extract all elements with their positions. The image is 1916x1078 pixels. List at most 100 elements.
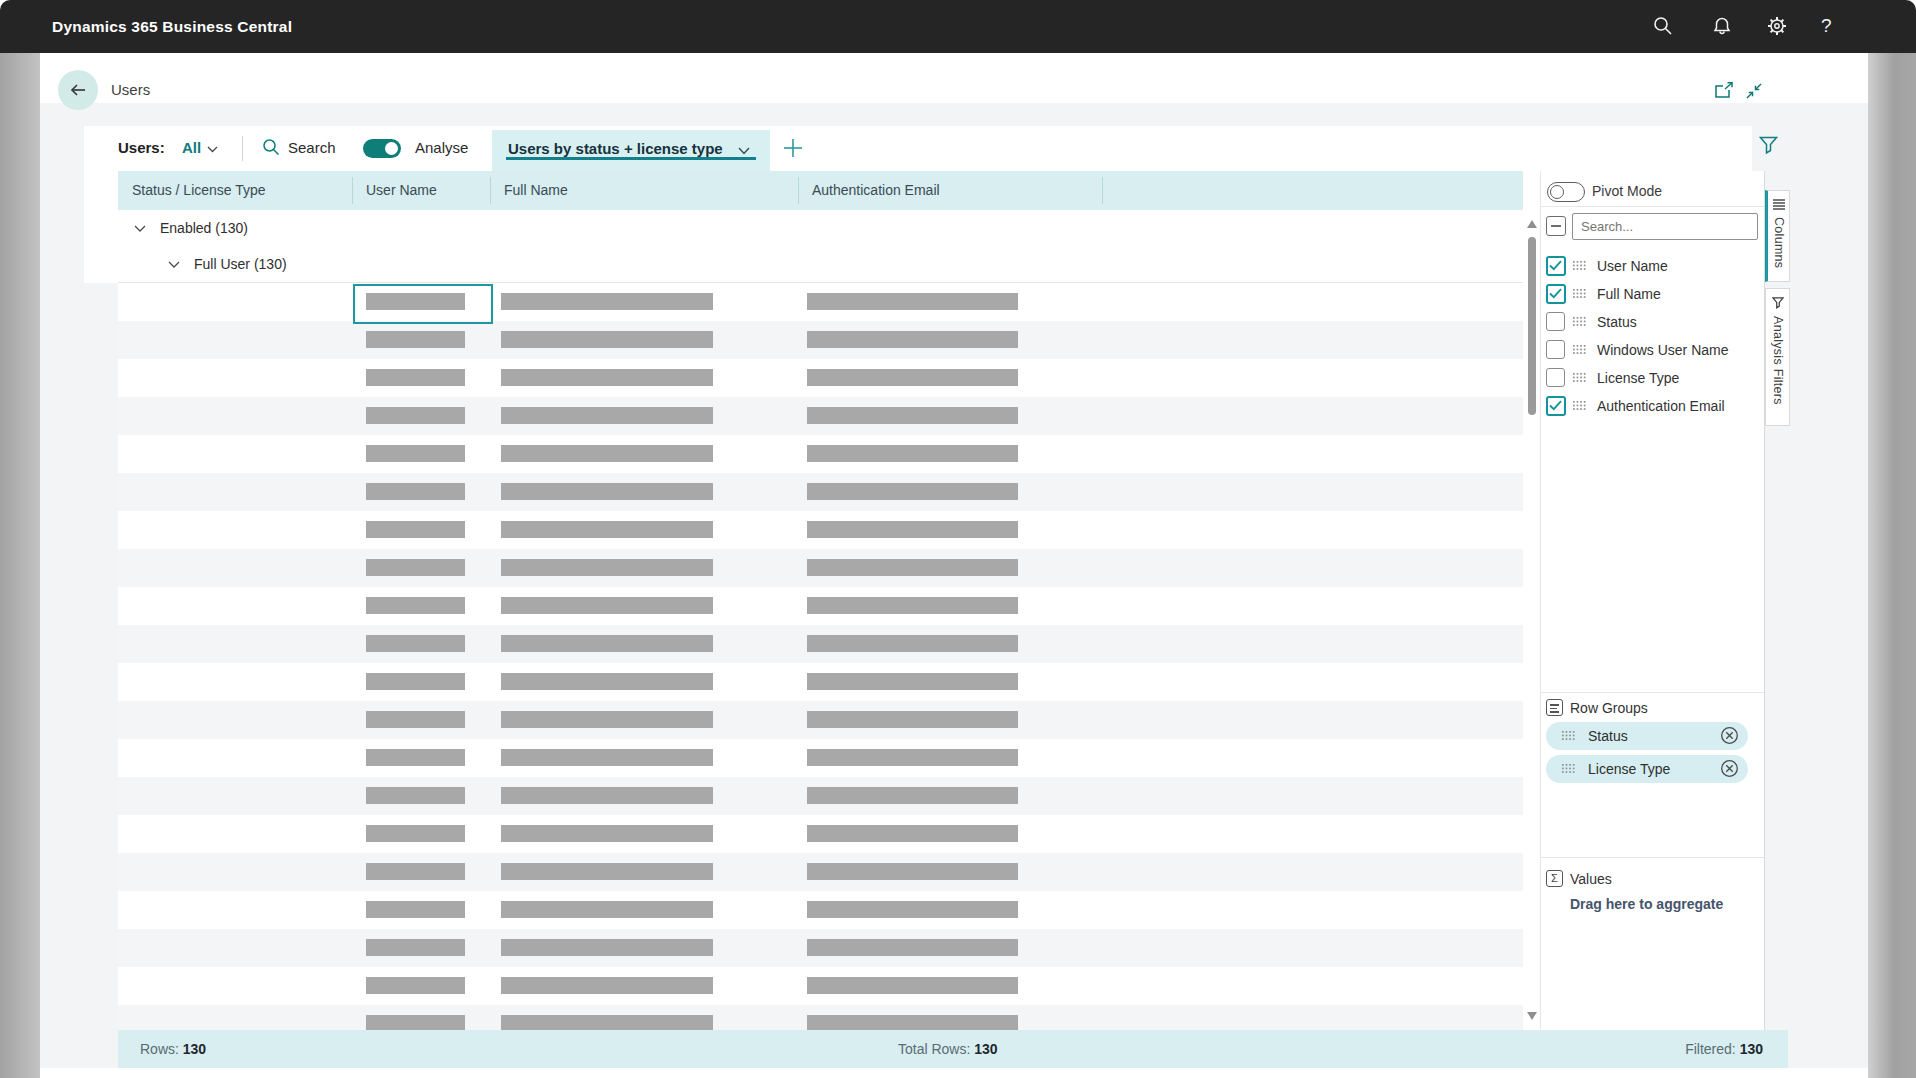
table-row[interactable] bbox=[118, 967, 1523, 1006]
select-all-checkbox[interactable] bbox=[1546, 216, 1566, 236]
field-item-status[interactable]: Status bbox=[1540, 308, 1764, 336]
row-group-pill-license-type[interactable]: License Type bbox=[1546, 755, 1748, 783]
redacted-fullname-bar bbox=[501, 901, 713, 918]
drag-handle-icon[interactable] bbox=[1573, 289, 1587, 299]
open-in-new-window-icon[interactable] bbox=[1714, 82, 1734, 100]
scrollbar-down-arrow[interactable] bbox=[1527, 1012, 1537, 1020]
redacted-fullname-bar bbox=[501, 863, 713, 880]
table-row[interactable] bbox=[118, 397, 1523, 436]
table-row[interactable] bbox=[118, 359, 1523, 398]
field-item-full-name[interactable]: Full Name bbox=[1540, 280, 1764, 308]
redacted-authemail-bar bbox=[807, 635, 1018, 652]
checkbox-status[interactable] bbox=[1546, 312, 1565, 331]
redacted-authemail-bar bbox=[807, 673, 1018, 690]
redacted-authemail-bar bbox=[807, 445, 1018, 462]
row-group-pill-status[interactable]: Status bbox=[1546, 722, 1748, 750]
field-item-license-type[interactable]: License Type bbox=[1540, 364, 1764, 392]
redacted-username-bar bbox=[366, 369, 465, 386]
column-header-username[interactable]: User Name bbox=[366, 182, 437, 198]
table-row[interactable] bbox=[118, 549, 1523, 588]
table-row[interactable] bbox=[118, 511, 1523, 550]
checkbox-license-type[interactable] bbox=[1546, 368, 1565, 387]
table-row[interactable] bbox=[118, 321, 1523, 360]
remove-icon[interactable] bbox=[1720, 726, 1739, 745]
drag-handle-icon[interactable] bbox=[1573, 317, 1587, 327]
status-rows: Rows: 130 bbox=[140, 1041, 206, 1057]
drag-handle-icon[interactable] bbox=[1573, 261, 1587, 271]
table-row[interactable] bbox=[118, 853, 1523, 892]
analysis-tab[interactable]: Users by status + license type bbox=[492, 130, 770, 171]
column-header-group[interactable]: Status / License Type bbox=[132, 182, 266, 198]
table-row[interactable] bbox=[118, 625, 1523, 664]
field-item-windows-user-name[interactable]: Windows User Name bbox=[1540, 336, 1764, 364]
field-label: Windows User Name bbox=[1597, 342, 1728, 358]
checkbox-authentication-email[interactable] bbox=[1546, 396, 1566, 416]
toggle-knob bbox=[385, 142, 398, 155]
redacted-fullname-bar bbox=[501, 331, 713, 348]
column-header-authemail[interactable]: Authentication Email bbox=[812, 182, 940, 198]
table-row[interactable] bbox=[118, 929, 1523, 968]
chevron-down-icon[interactable] bbox=[168, 261, 180, 268]
table-row[interactable] bbox=[118, 663, 1523, 702]
drag-handle-icon[interactable] bbox=[1573, 373, 1587, 383]
status-filtered-value: 130 bbox=[1740, 1041, 1763, 1057]
scope-label: Users: bbox=[118, 139, 165, 156]
checkbox-windows-user-name[interactable] bbox=[1546, 340, 1565, 359]
search-button-label[interactable]: Search bbox=[288, 139, 336, 156]
table-row[interactable] bbox=[118, 815, 1523, 854]
scrollbar-thumb[interactable] bbox=[1528, 237, 1536, 415]
table-row[interactable] bbox=[118, 891, 1523, 930]
panel-divider bbox=[1541, 692, 1764, 693]
side-tab-analysis-filters[interactable]: Analysis Filters bbox=[1765, 288, 1790, 426]
redacted-authemail-bar bbox=[807, 1015, 1018, 1030]
redacted-username-bar bbox=[366, 787, 465, 804]
table-row[interactable] bbox=[118, 435, 1523, 474]
group-row-enabled[interactable]: Enabled (130) bbox=[118, 210, 1523, 247]
table-row[interactable] bbox=[118, 283, 1523, 322]
field-item-user-name[interactable]: User Name bbox=[1540, 252, 1764, 280]
scrollbar-up-arrow[interactable] bbox=[1527, 220, 1537, 228]
checkbox-full-name[interactable] bbox=[1546, 284, 1566, 304]
drag-handle-icon[interactable] bbox=[1573, 401, 1587, 411]
redacted-username-bar bbox=[366, 863, 465, 880]
chevron-down-icon[interactable] bbox=[134, 225, 146, 232]
status-total-label: Total Rows: bbox=[898, 1041, 970, 1057]
row-indent-gutter bbox=[84, 283, 118, 1030]
group-row-full-user[interactable]: Full User (130) bbox=[118, 246, 1523, 283]
add-analysis-tab-button[interactable] bbox=[783, 138, 803, 158]
drag-handle-icon[interactable] bbox=[1562, 731, 1576, 741]
drag-handle-icon[interactable] bbox=[1573, 345, 1587, 355]
redacted-fullname-bar bbox=[501, 711, 713, 728]
table-row[interactable] bbox=[118, 1005, 1523, 1030]
bell-icon[interactable] bbox=[1711, 15, 1733, 37]
redacted-username-bar bbox=[366, 711, 465, 728]
panel-search-input[interactable] bbox=[1572, 213, 1758, 240]
page-title: Users bbox=[111, 81, 150, 98]
scope-dropdown[interactable]: All bbox=[182, 139, 201, 156]
search-icon[interactable] bbox=[262, 138, 280, 156]
back-button[interactable] bbox=[58, 70, 98, 110]
drag-handle-icon[interactable] bbox=[1562, 764, 1576, 774]
help-icon[interactable]: ? bbox=[1821, 13, 1832, 39]
redacted-authemail-bar bbox=[807, 711, 1018, 728]
column-header-fullname[interactable]: Full Name bbox=[504, 182, 568, 198]
checkbox-user-name[interactable] bbox=[1546, 256, 1566, 276]
table-row[interactable] bbox=[118, 701, 1523, 740]
table-row[interactable] bbox=[118, 473, 1523, 512]
search-icon[interactable] bbox=[1652, 15, 1674, 37]
table-row[interactable] bbox=[118, 587, 1523, 626]
pivot-mode-toggle[interactable] bbox=[1547, 182, 1585, 202]
panel-divider bbox=[1541, 857, 1764, 858]
side-tab-columns[interactable]: Columns bbox=[1765, 190, 1790, 282]
table-row[interactable] bbox=[118, 777, 1523, 816]
redacted-fullname-bar bbox=[501, 635, 713, 652]
redacted-username-bar bbox=[366, 901, 465, 918]
gear-icon[interactable] bbox=[1766, 15, 1788, 37]
table-row[interactable] bbox=[118, 739, 1523, 778]
analyse-toggle[interactable] bbox=[363, 139, 401, 158]
remove-icon[interactable] bbox=[1720, 759, 1739, 778]
selected-cell[interactable] bbox=[353, 284, 493, 324]
filter-icon[interactable] bbox=[1759, 136, 1778, 155]
field-item-authentication-email[interactable]: Authentication Email bbox=[1540, 392, 1764, 420]
collapse-icon[interactable] bbox=[1744, 82, 1764, 100]
